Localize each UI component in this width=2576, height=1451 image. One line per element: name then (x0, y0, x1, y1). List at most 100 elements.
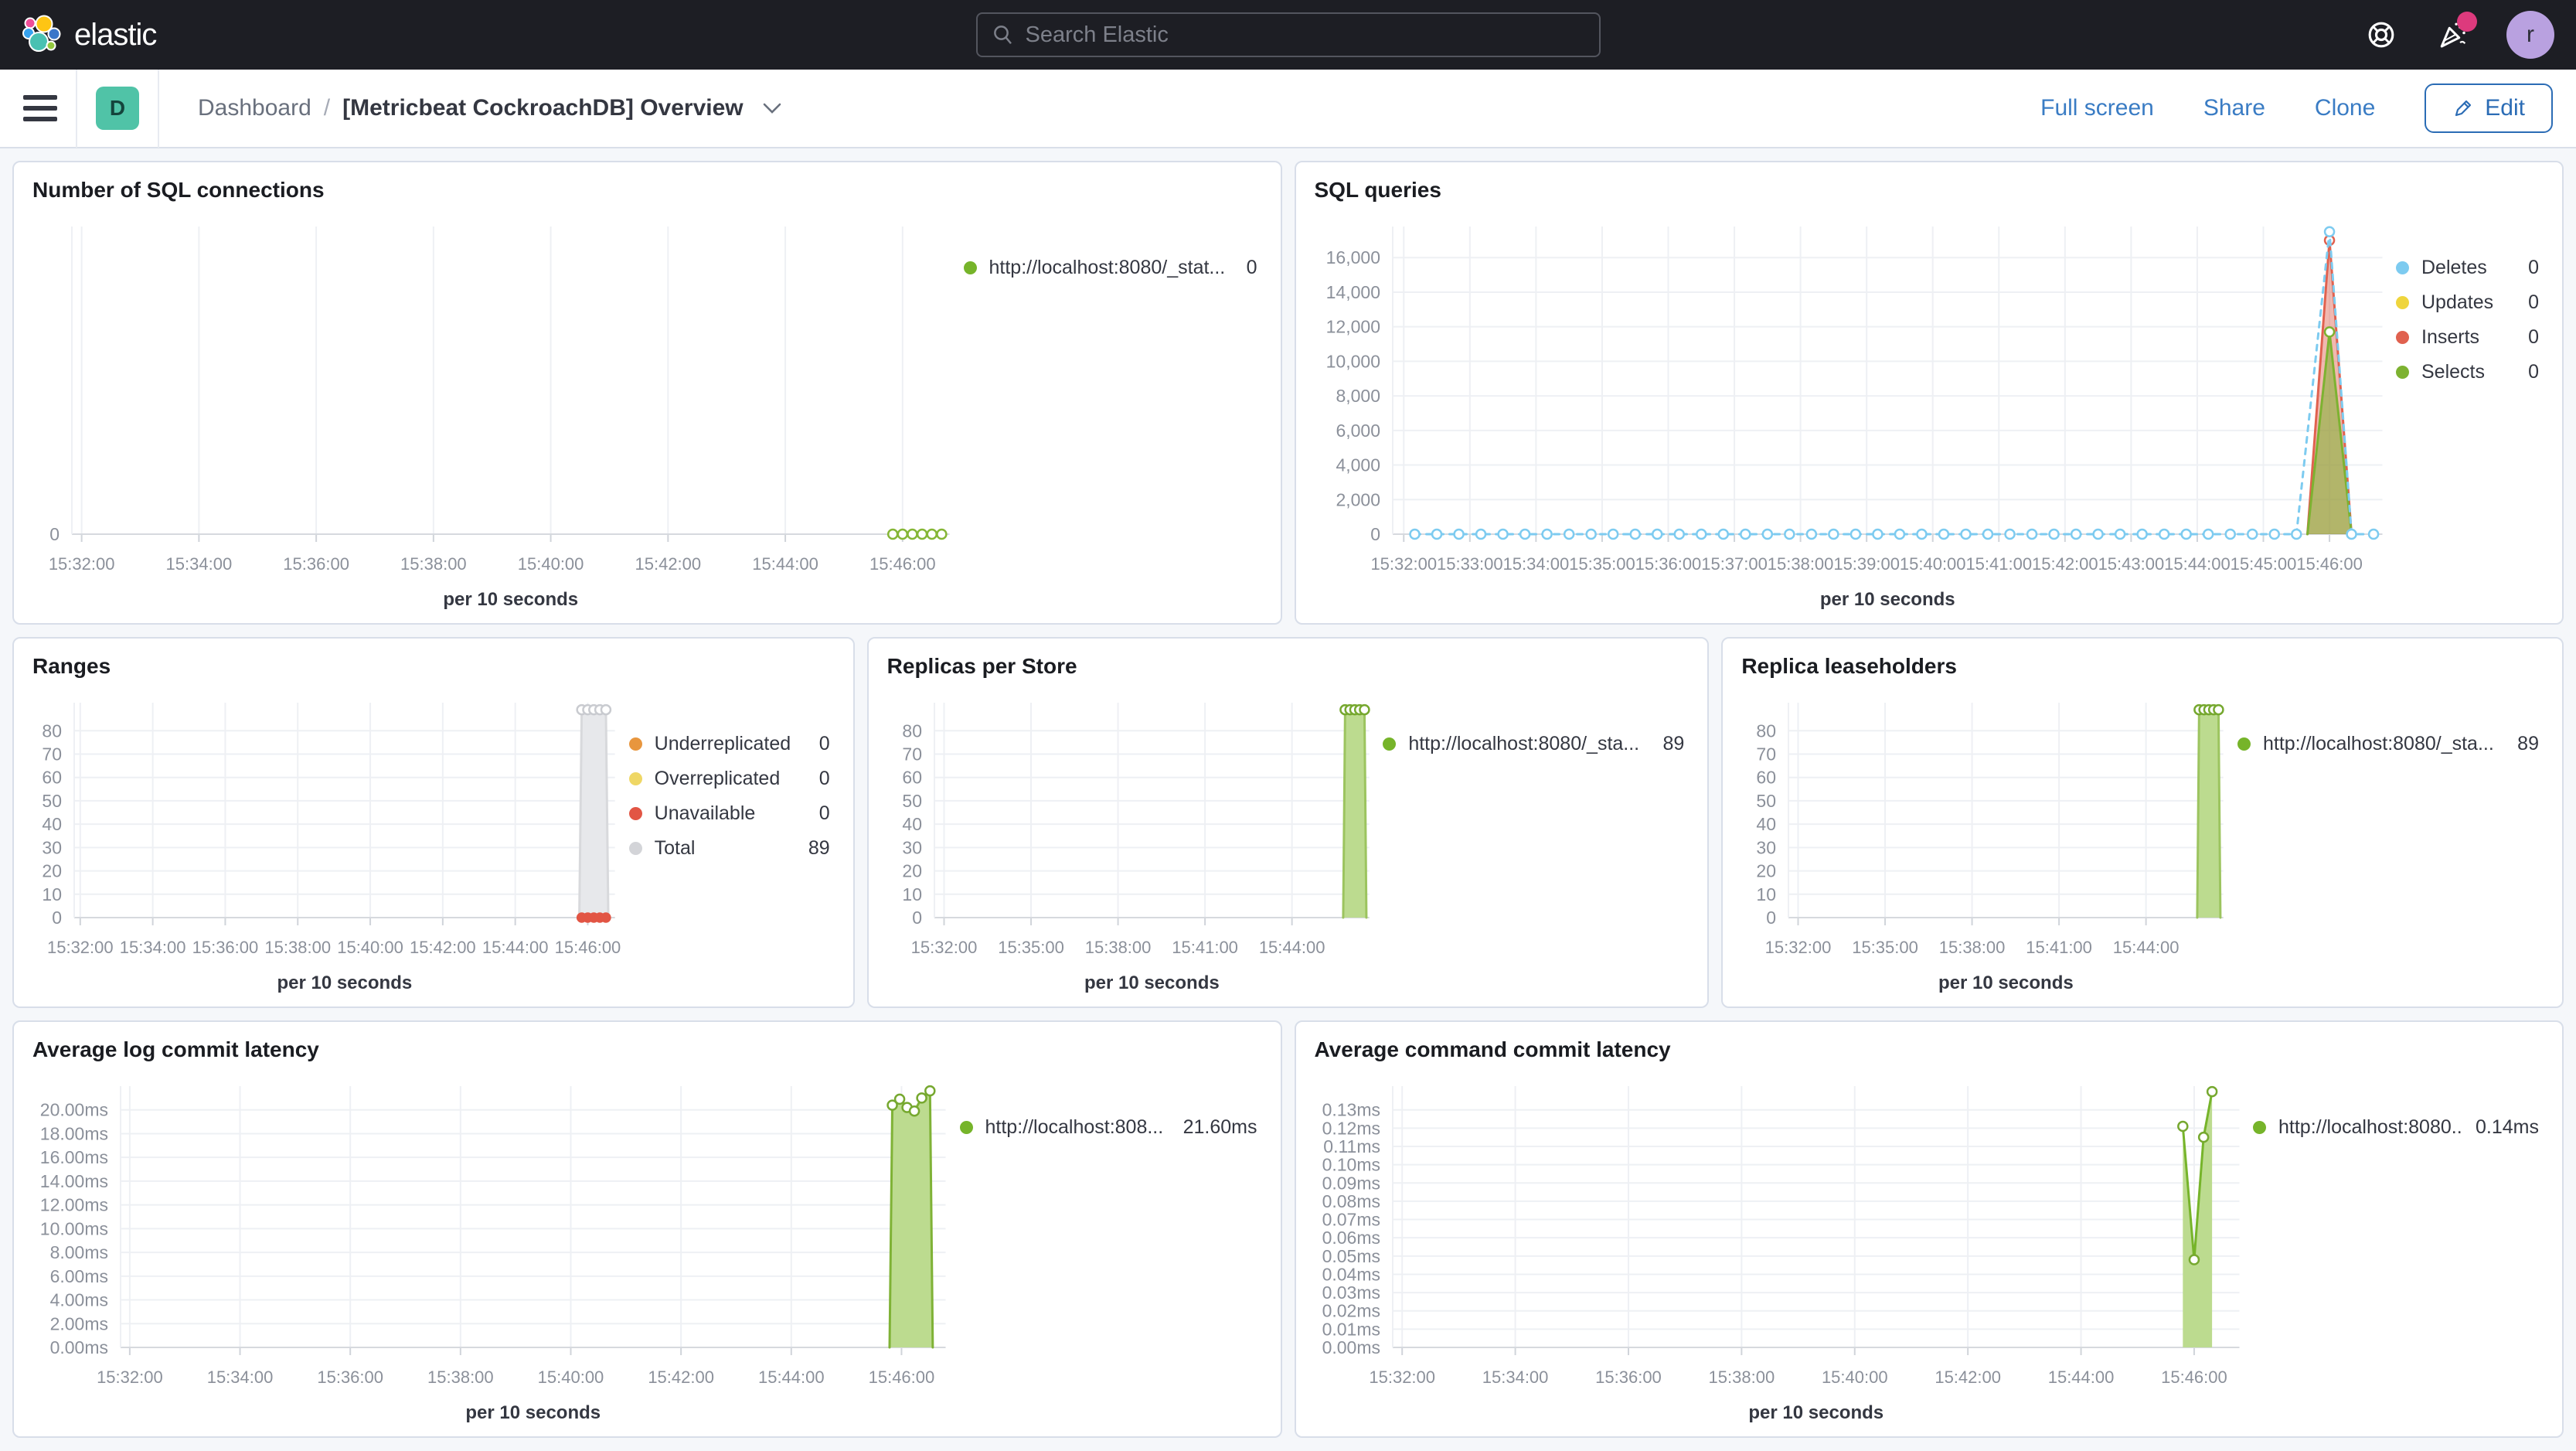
legend-item[interactable]: http://localhost:8080/_sta... 89 (1383, 733, 1684, 755)
legend-item[interactable]: http://localhost:8080... 0.14ms (2253, 1116, 2539, 1139)
legend-item[interactable]: Unavailable 0 (628, 802, 830, 825)
notification-dot (2457, 12, 2477, 32)
svg-text:15:34:00: 15:34:00 (120, 938, 186, 957)
svg-text:15:46:00: 15:46:00 (2161, 1368, 2227, 1387)
replica-leaseholders-chart[interactable]: 0 10 20 30 40 50 60 70 80 15:32:00 15:35:00 15:38:0… (1723, 683, 2237, 1007)
svg-text:0.00ms: 0.00ms (1322, 1337, 1380, 1357)
legend-value: 0 (818, 733, 830, 754)
svg-text:2.00ms: 2.00ms (50, 1313, 108, 1333)
legend-item[interactable]: Inserts 0 (2396, 326, 2539, 349)
svg-text:15:35:00: 15:35:00 (1569, 554, 1635, 574)
svg-text:15:34:00: 15:34:00 (207, 1368, 274, 1387)
ranges-chart[interactable]: 0 10 20 30 40 50 60 70 80 15:32:00 15:34:00 15:36:0… (14, 683, 629, 1007)
panel-replicas-per-store: Replicas per Store 0 10 20 30 40 50 60 70 80 15:3… (866, 637, 1710, 1008)
legend-item[interactable]: http://localhost:808... 21.60ms (959, 1116, 1257, 1139)
svg-text:8,000: 8,000 (1336, 386, 1380, 406)
svg-text:40: 40 (902, 814, 922, 834)
whats-new-button[interactable] (2435, 12, 2477, 52)
breadcrumb-separator: / (323, 95, 331, 121)
legend-item[interactable]: http://localhost:8080/_stat... 0 (963, 257, 1257, 279)
help-button[interactable] (2364, 18, 2398, 52)
divider (76, 69, 77, 148)
svg-text:15:40:00: 15:40:00 (337, 938, 403, 957)
panel-average-log-commit-latency: Average log commit latency 0.00ms 2.00ms 4… (12, 1020, 1282, 1438)
legend-item[interactable]: Overreplicated 0 (628, 768, 830, 790)
svg-text:15:38:00: 15:38:00 (1084, 938, 1151, 957)
svg-text:15:43:00: 15:43:00 (2098, 554, 2164, 574)
full-screen-button[interactable]: Full screen (2040, 95, 2154, 121)
legend-swatch (2253, 1121, 2266, 1134)
legend-item[interactable]: Total 89 (628, 837, 830, 860)
svg-text:10.00ms: 10.00ms (40, 1218, 108, 1238)
svg-text:12.00ms: 12.00ms (40, 1195, 108, 1215)
svg-text:0.06ms: 0.06ms (1322, 1228, 1380, 1248)
svg-text:15:44:00: 15:44:00 (1258, 938, 1325, 957)
legend-value: 0 (1246, 257, 1257, 278)
legend-item[interactable]: http://localhost:8080/_sta... 89 (2237, 733, 2539, 755)
divider (158, 69, 159, 148)
svg-text:8.00ms: 8.00ms (50, 1242, 108, 1262)
chart-legend: http://localhost:8080/_stat... 0 (963, 207, 1281, 623)
svg-text:15:37:00: 15:37:00 (1701, 554, 1768, 574)
svg-text:50: 50 (1757, 791, 1777, 811)
legend-label: Inserts (2421, 326, 2480, 348)
legend-item[interactable]: Selects 0 (2396, 361, 2539, 383)
user-avatar[interactable]: r (2506, 11, 2554, 59)
svg-text:20: 20 (42, 861, 62, 881)
svg-text:15:44:00: 15:44:00 (2047, 1368, 2114, 1387)
svg-text:70: 70 (902, 744, 922, 764)
svg-text:per 10 seconds: per 10 seconds (1084, 972, 1220, 993)
elastic-logo[interactable]: elastic (22, 15, 157, 55)
pencil-icon (2455, 100, 2472, 117)
svg-text:0.12ms: 0.12ms (1322, 1118, 1380, 1138)
legend-value: 89 (1662, 733, 1685, 754)
replicas-per-store-chart[interactable]: 0 10 20 30 40 50 60 70 80 15:32:00 15:35:00 15:38:0… (869, 683, 1383, 1007)
svg-text:0: 0 (912, 908, 922, 928)
svg-text:15:32:00: 15:32:00 (910, 938, 977, 957)
panel-title: Number of SQL connections (32, 178, 325, 202)
svg-text:15:38:00: 15:38:00 (1708, 1368, 1775, 1387)
svg-text:15:36:00: 15:36:00 (1635, 554, 1701, 574)
svg-text:15:46:00: 15:46:00 (555, 938, 621, 957)
svg-text:15:46:00: 15:46:00 (2296, 554, 2363, 574)
legend-swatch (2237, 737, 2251, 751)
dashboard-switcher-button[interactable] (762, 101, 782, 115)
svg-text:15:32:00: 15:32:00 (47, 938, 114, 957)
global-search[interactable] (975, 12, 1601, 57)
svg-text:30: 30 (1757, 837, 1777, 857)
edit-button[interactable]: Edit (2425, 83, 2553, 133)
svg-text:per 10 seconds: per 10 seconds (277, 972, 412, 993)
chart-legend: Underreplicated 0 Overreplicated 0 Unavailab… (628, 683, 853, 1007)
share-button[interactable]: Share (2203, 95, 2265, 121)
svg-text:20: 20 (902, 861, 922, 881)
svg-text:15:38:00: 15:38:00 (1767, 554, 1833, 574)
panel-title: Replica leaseholders (1741, 654, 1957, 678)
menu-button[interactable] (23, 95, 57, 121)
panel-title: Average command commit latency (1314, 1037, 1671, 1061)
legend-item[interactable]: Deletes 0 (2396, 257, 2539, 279)
svg-text:15:40:00: 15:40:00 (1899, 554, 1965, 574)
clone-button[interactable]: Clone (2314, 95, 2376, 121)
search-input[interactable] (1025, 22, 1585, 48)
breadcrumb-dashboard-link[interactable]: Dashboard (198, 95, 311, 121)
legend-item[interactable]: Updates 0 (2396, 291, 2539, 314)
average-log-commit-latency-chart[interactable]: 0.00ms 2.00ms 4.00ms 6.00ms 8.00ms 10.00ms 12.… (14, 1067, 960, 1436)
svg-text:0: 0 (52, 908, 62, 928)
sql-queries-chart[interactable]: 0 2,000 4,000 6,000 8,000 10,000 12,000 14,000 1… (1296, 207, 2397, 623)
legend-swatch (2396, 366, 2409, 379)
svg-text:per 10 seconds: per 10 seconds (1819, 589, 1955, 610)
svg-text:80: 80 (1757, 720, 1777, 741)
svg-text:70: 70 (1757, 744, 1777, 764)
legend-label: http://localhost:8080/_sta... (2262, 733, 2494, 754)
chart-legend: Deletes 0 Updates 0 Inserts 0 Selects 0 (2396, 207, 2562, 623)
svg-text:15:44:00: 15:44:00 (2113, 938, 2180, 957)
party-popper-icon (2440, 22, 2466, 48)
legend-label: Underreplicated (654, 733, 791, 754)
legend-value: 0 (818, 802, 830, 824)
svg-text:60: 60 (1757, 768, 1777, 788)
legend-item[interactable]: Underreplicated 0 (628, 733, 830, 755)
number-of-sql-connections-chart[interactable]: 0 15:32:00 15:34:00 15:36:00 15:38:00 15:40:0… (14, 207, 964, 623)
legend-value: 0.14ms (2476, 1116, 2539, 1138)
average-command-commit-latency-chart[interactable]: 0.00ms0.01ms0.02ms0.03ms0.04ms0.05ms0.06… (1296, 1067, 2254, 1436)
svg-text:12,000: 12,000 (1325, 317, 1380, 337)
